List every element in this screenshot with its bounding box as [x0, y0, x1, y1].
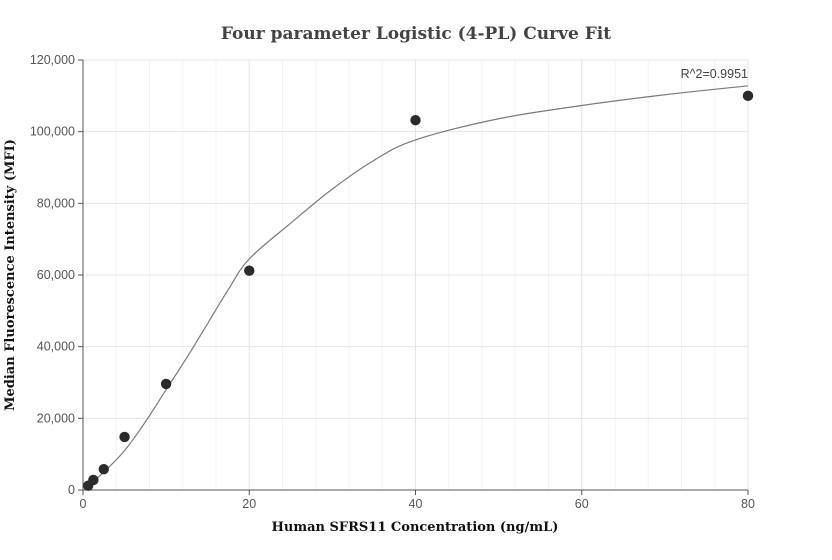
data-point: [410, 115, 421, 126]
fit-curve: [87, 85, 749, 487]
data-points: [82, 90, 754, 491]
r-squared-annotation: R^2=0.9951: [681, 67, 748, 81]
data-point: [88, 474, 99, 486]
grid: [83, 59, 749, 490]
y-axis-label: Median Fluorescence Intensity (MFI): [3, 139, 18, 411]
tick-labels: 0 20,000 40,000 60,000 80,000 100,000 120,000 0…: [30, 53, 755, 511]
data-point: [742, 90, 754, 102]
x-tick-label: 0: [80, 497, 87, 511]
data-point: [160, 378, 172, 390]
chart-title: Four parameter Logistic (4-PL) Curve Fit: [221, 24, 611, 44]
fit-curve-layer: [87, 85, 749, 487]
x-tick-label: 60: [575, 497, 589, 511]
y-tick-label: 20,000: [37, 411, 75, 425]
y-tick-label: 120,000: [30, 53, 75, 67]
data-point: [119, 431, 130, 443]
x-tick-label: 80: [741, 497, 755, 511]
y-tick-label: 0: [68, 483, 75, 497]
y-tick-label: 60,000: [37, 268, 75, 282]
x-tick-label: 40: [409, 497, 423, 511]
data-point: [244, 265, 255, 276]
y-tick-label: 80,000: [37, 196, 75, 210]
x-tick-label: 20: [242, 497, 256, 511]
y-tick-label: 100,000: [30, 125, 75, 139]
axes: [78, 59, 749, 495]
y-tick-label: 40,000: [37, 340, 75, 354]
data-point: [98, 464, 109, 475]
x-axis-label: Human SFRS11 Concentration (ng/mL): [272, 520, 559, 535]
